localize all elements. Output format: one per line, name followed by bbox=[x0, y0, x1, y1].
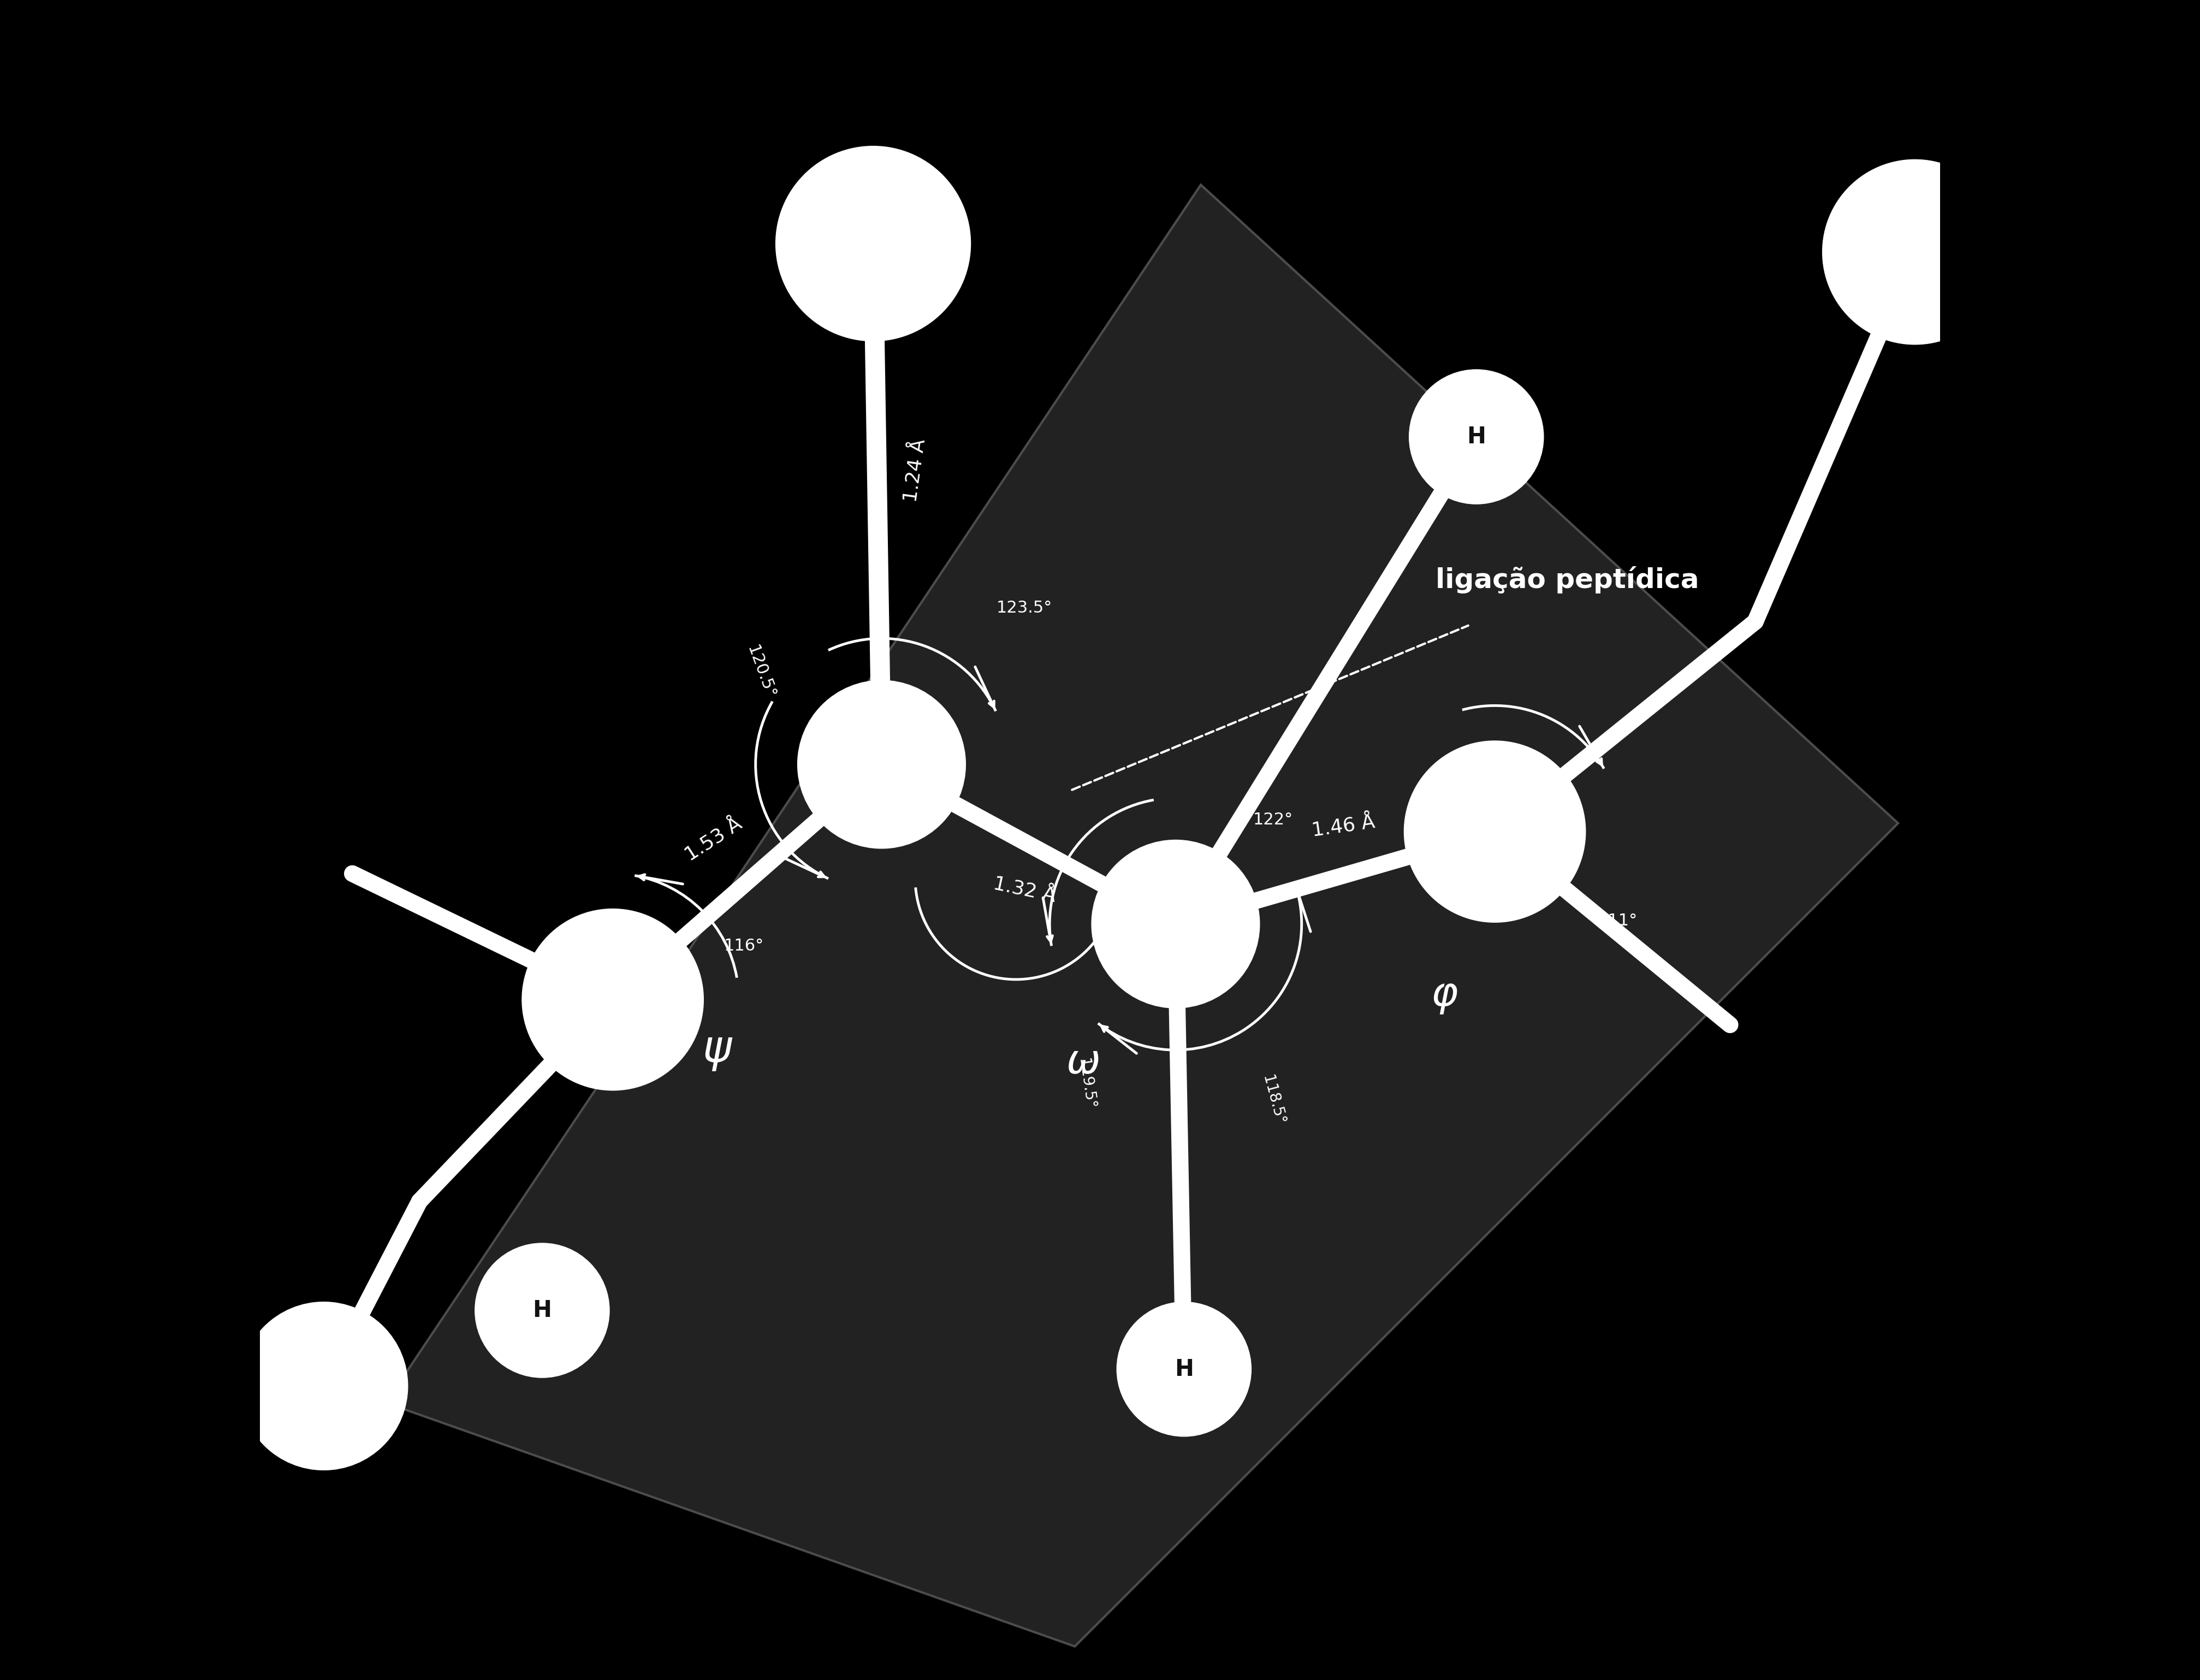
Text: 1.53 Å: 1.53 Å bbox=[682, 815, 746, 865]
Polygon shape bbox=[385, 185, 1899, 1646]
Text: ligação peptídica: ligação peptídica bbox=[1434, 566, 1698, 593]
Text: 118.5°: 118.5° bbox=[1258, 1074, 1287, 1127]
Text: H: H bbox=[1467, 425, 1485, 449]
Text: 123.5°: 123.5° bbox=[997, 600, 1052, 617]
Text: 1.24 Å: 1.24 Å bbox=[902, 437, 928, 504]
Text: ω: ω bbox=[1067, 1042, 1100, 1082]
Text: φ: φ bbox=[1430, 974, 1459, 1015]
Circle shape bbox=[1404, 741, 1586, 922]
Text: 116°: 116° bbox=[724, 937, 763, 954]
Circle shape bbox=[1118, 1302, 1252, 1436]
Text: 111°: 111° bbox=[1597, 912, 1637, 929]
Circle shape bbox=[1091, 840, 1261, 1008]
Text: 120.5°: 120.5° bbox=[744, 643, 777, 701]
Circle shape bbox=[799, 680, 966, 848]
Text: 1.32 Å: 1.32 Å bbox=[992, 875, 1058, 906]
Text: 1.46 Å: 1.46 Å bbox=[1311, 813, 1377, 840]
Circle shape bbox=[240, 1302, 407, 1470]
Circle shape bbox=[521, 909, 704, 1090]
Text: H: H bbox=[532, 1299, 552, 1322]
Text: H: H bbox=[1175, 1357, 1195, 1381]
Circle shape bbox=[777, 146, 970, 341]
Circle shape bbox=[1410, 370, 1544, 504]
Circle shape bbox=[475, 1243, 609, 1378]
Text: 122°: 122° bbox=[1254, 811, 1294, 828]
Text: 119.5°: 119.5° bbox=[1076, 1057, 1098, 1110]
Circle shape bbox=[1822, 160, 2006, 344]
Text: ψ: ψ bbox=[702, 1028, 730, 1072]
